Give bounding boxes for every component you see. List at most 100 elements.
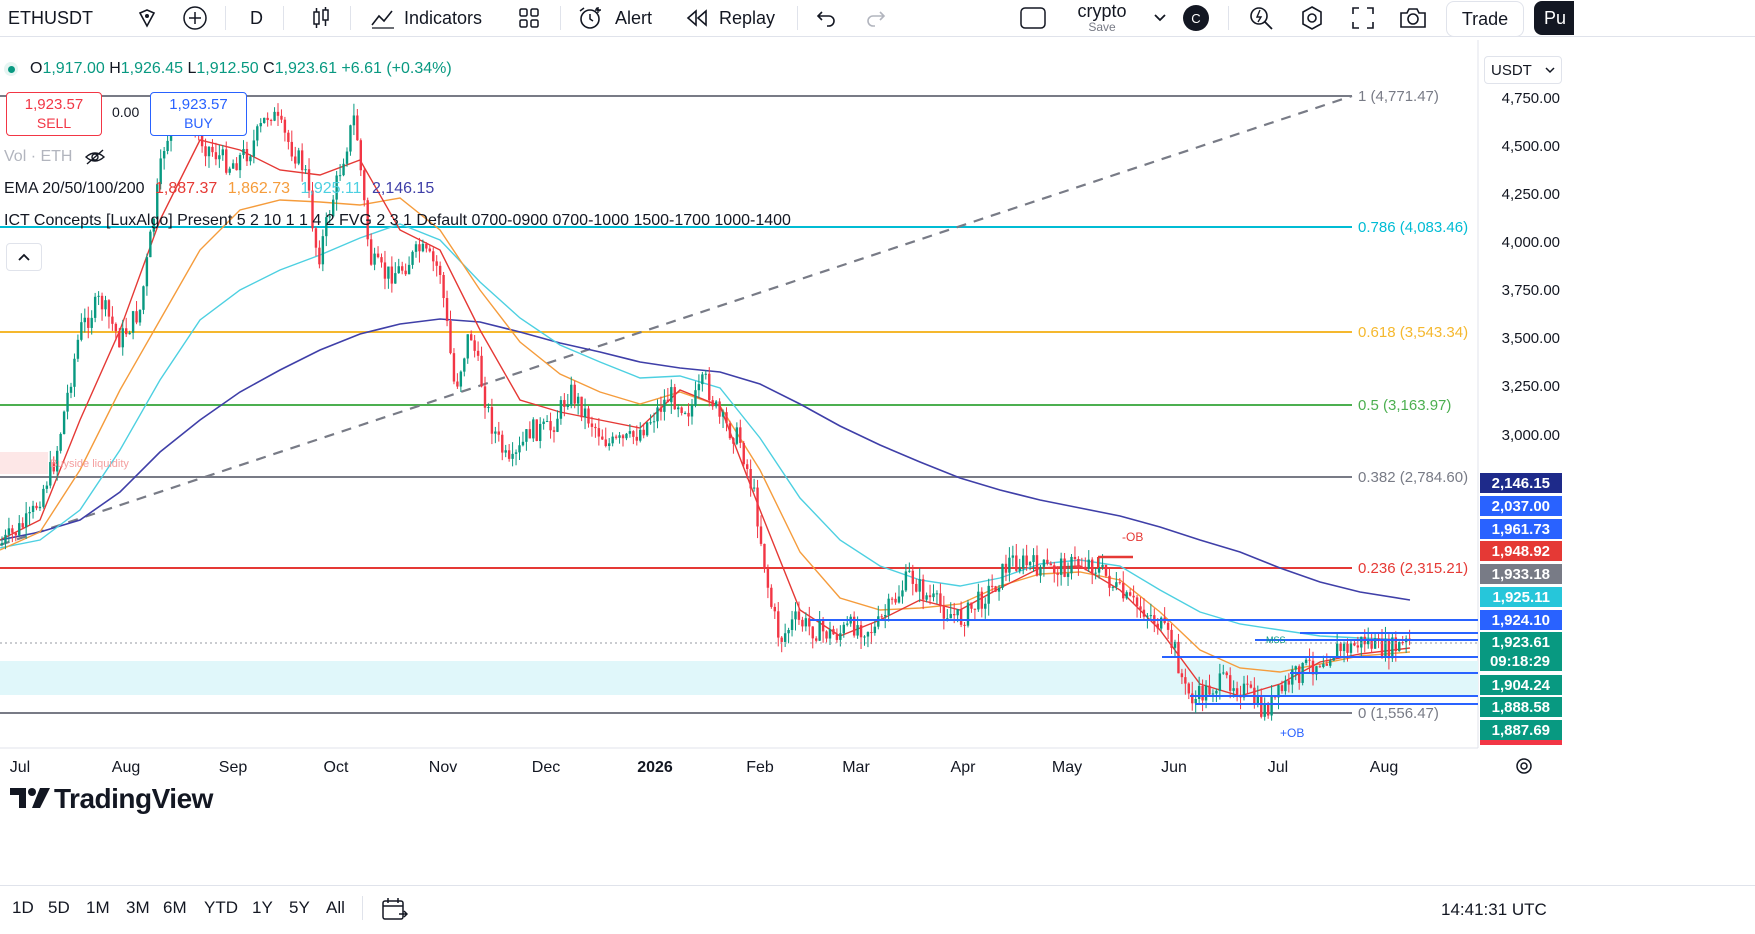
alert-button[interactable]: Alert [577,0,652,36]
high-value: 1,926.45 [120,60,184,77]
candle-body [397,266,400,274]
time-axis-label: Dec [532,759,560,776]
price-badge [1480,496,1562,516]
timeframe-5d[interactable]: 5D [48,898,70,917]
candle-body [204,146,207,157]
avatar-letter: C [1183,5,1209,31]
candle-body [625,433,628,439]
candle-body [207,146,211,157]
timeframe-1d[interactable]: 1D [12,898,34,917]
candle-body [1335,643,1339,658]
price-badge-text: 1,948.92 [1492,543,1550,560]
candle-body [1118,582,1121,584]
chevron-down-icon[interactable] [1150,0,1170,36]
candle-body [921,579,925,600]
trend-line [0,94,1353,547]
timeframe-1y[interactable]: 1Y [252,898,273,917]
settings-icon[interactable] [1297,0,1327,36]
undo-icon[interactable] [812,0,840,36]
axis-settings-icon[interactable] [1520,762,1528,770]
price-badge-text: 1,924.10 [1492,612,1550,629]
price-chart[interactable]: 4,750.00 4,500.00 4,250.00 4,000.00 3,750.00… [0,40,1755,850]
candle-body [7,528,11,535]
candle-body [904,571,908,591]
candle-body [1346,643,1349,653]
timeframe-all[interactable]: All [326,898,345,917]
eye-hidden-icon[interactable] [84,148,106,166]
candle-body [487,407,490,409]
axis-settings-icon[interactable] [1516,758,1532,774]
avatar[interactable]: C [1182,0,1210,36]
sell-button[interactable]: 1,923.57 SELL [6,92,102,136]
candle-body [935,593,939,595]
currency-select[interactable]: USDT [1484,56,1562,84]
candle-body [14,532,17,536]
candle-body [763,543,766,569]
timeframe-1m[interactable]: 1M [86,898,110,917]
camera-icon[interactable] [1397,0,1429,36]
fullscreen-icon[interactable] [1348,0,1378,36]
price-axis-label: 3,250.00 [1502,378,1560,395]
candle-body [338,175,342,177]
candle-body [356,115,359,141]
candle-body [866,632,870,637]
candle-body [856,625,859,636]
layout-select-icon[interactable] [1018,0,1048,36]
symbol-search[interactable]: ETHUSDT [8,0,93,36]
replay-button[interactable]: Replay [685,0,775,36]
candle-body [466,334,469,359]
candle-body [1398,642,1401,652]
interval-button[interactable]: D [250,0,263,36]
candle-body [628,431,632,434]
ema20-line [0,139,1411,697]
candle-body [566,404,569,407]
candle-body [456,381,459,387]
collapse-legend-button[interactable] [6,243,42,271]
candle-body [266,117,269,121]
ema-legend[interactable]: EMA 20/50/100/200 1,887.37 1,862.73 1,92… [4,180,434,198]
compare-icon[interactable] [132,0,162,36]
volume-legend[interactable]: Vol · ETH [4,148,106,166]
price-axis-label: 3,500.00 [1502,330,1560,347]
candle-body [1208,685,1211,695]
candle-body [1049,563,1052,566]
timeframe-6m[interactable]: 6M [163,898,187,917]
top-toolbar: ETHUSDT D Indicators Alert Replay crypto [0,0,1755,37]
trade-button[interactable]: Trade [1446,1,1524,37]
buyside-liquidity-label: Buyside liquidity [50,458,129,470]
publish-button[interactable]: Pu [1534,1,1574,35]
candle-body [463,358,466,372]
candle-body [604,439,607,447]
candle-body [445,298,449,322]
quick-search-icon[interactable] [1246,0,1276,36]
price-axis-label: 4,500.00 [1502,138,1560,155]
candle-body [125,328,128,335]
candle-body [1260,695,1263,717]
candle-body [1204,685,1208,701]
candle-body [580,396,583,418]
buy-button[interactable]: 1,923.57 BUY [150,92,247,136]
ict-legend[interactable]: ICT Concepts [LuxAlgo] Present 5 2 10 1 … [4,212,791,230]
timeframe-ytd[interactable]: YTD [204,898,238,917]
redo-icon[interactable] [862,0,890,36]
price-badge-text: 1,961.73 [1492,521,1550,538]
templates-icon[interactable] [514,0,544,36]
timeframe-3m[interactable]: 3M [126,898,150,917]
add-symbol-icon[interactable] [180,0,210,36]
clock[interactable]: 14:41:31 UTC [1441,900,1547,919]
candle-body [801,619,804,627]
candle-body [311,190,314,229]
candle-body [438,265,442,275]
candle-body [1222,672,1225,674]
date-range-icon[interactable] [380,896,409,929]
candle-body [635,436,638,441]
status-dot-icon [4,62,18,76]
timeframe-5y[interactable]: 5Y [289,898,310,917]
candle-body [887,598,890,615]
candle-body [518,445,521,453]
layout-name-button[interactable]: crypto Save [1062,0,1142,36]
candles-icon[interactable] [306,0,336,36]
indicators-button[interactable]: Indicators [370,0,482,36]
candle-body [1377,638,1380,640]
candle-body [656,407,659,422]
